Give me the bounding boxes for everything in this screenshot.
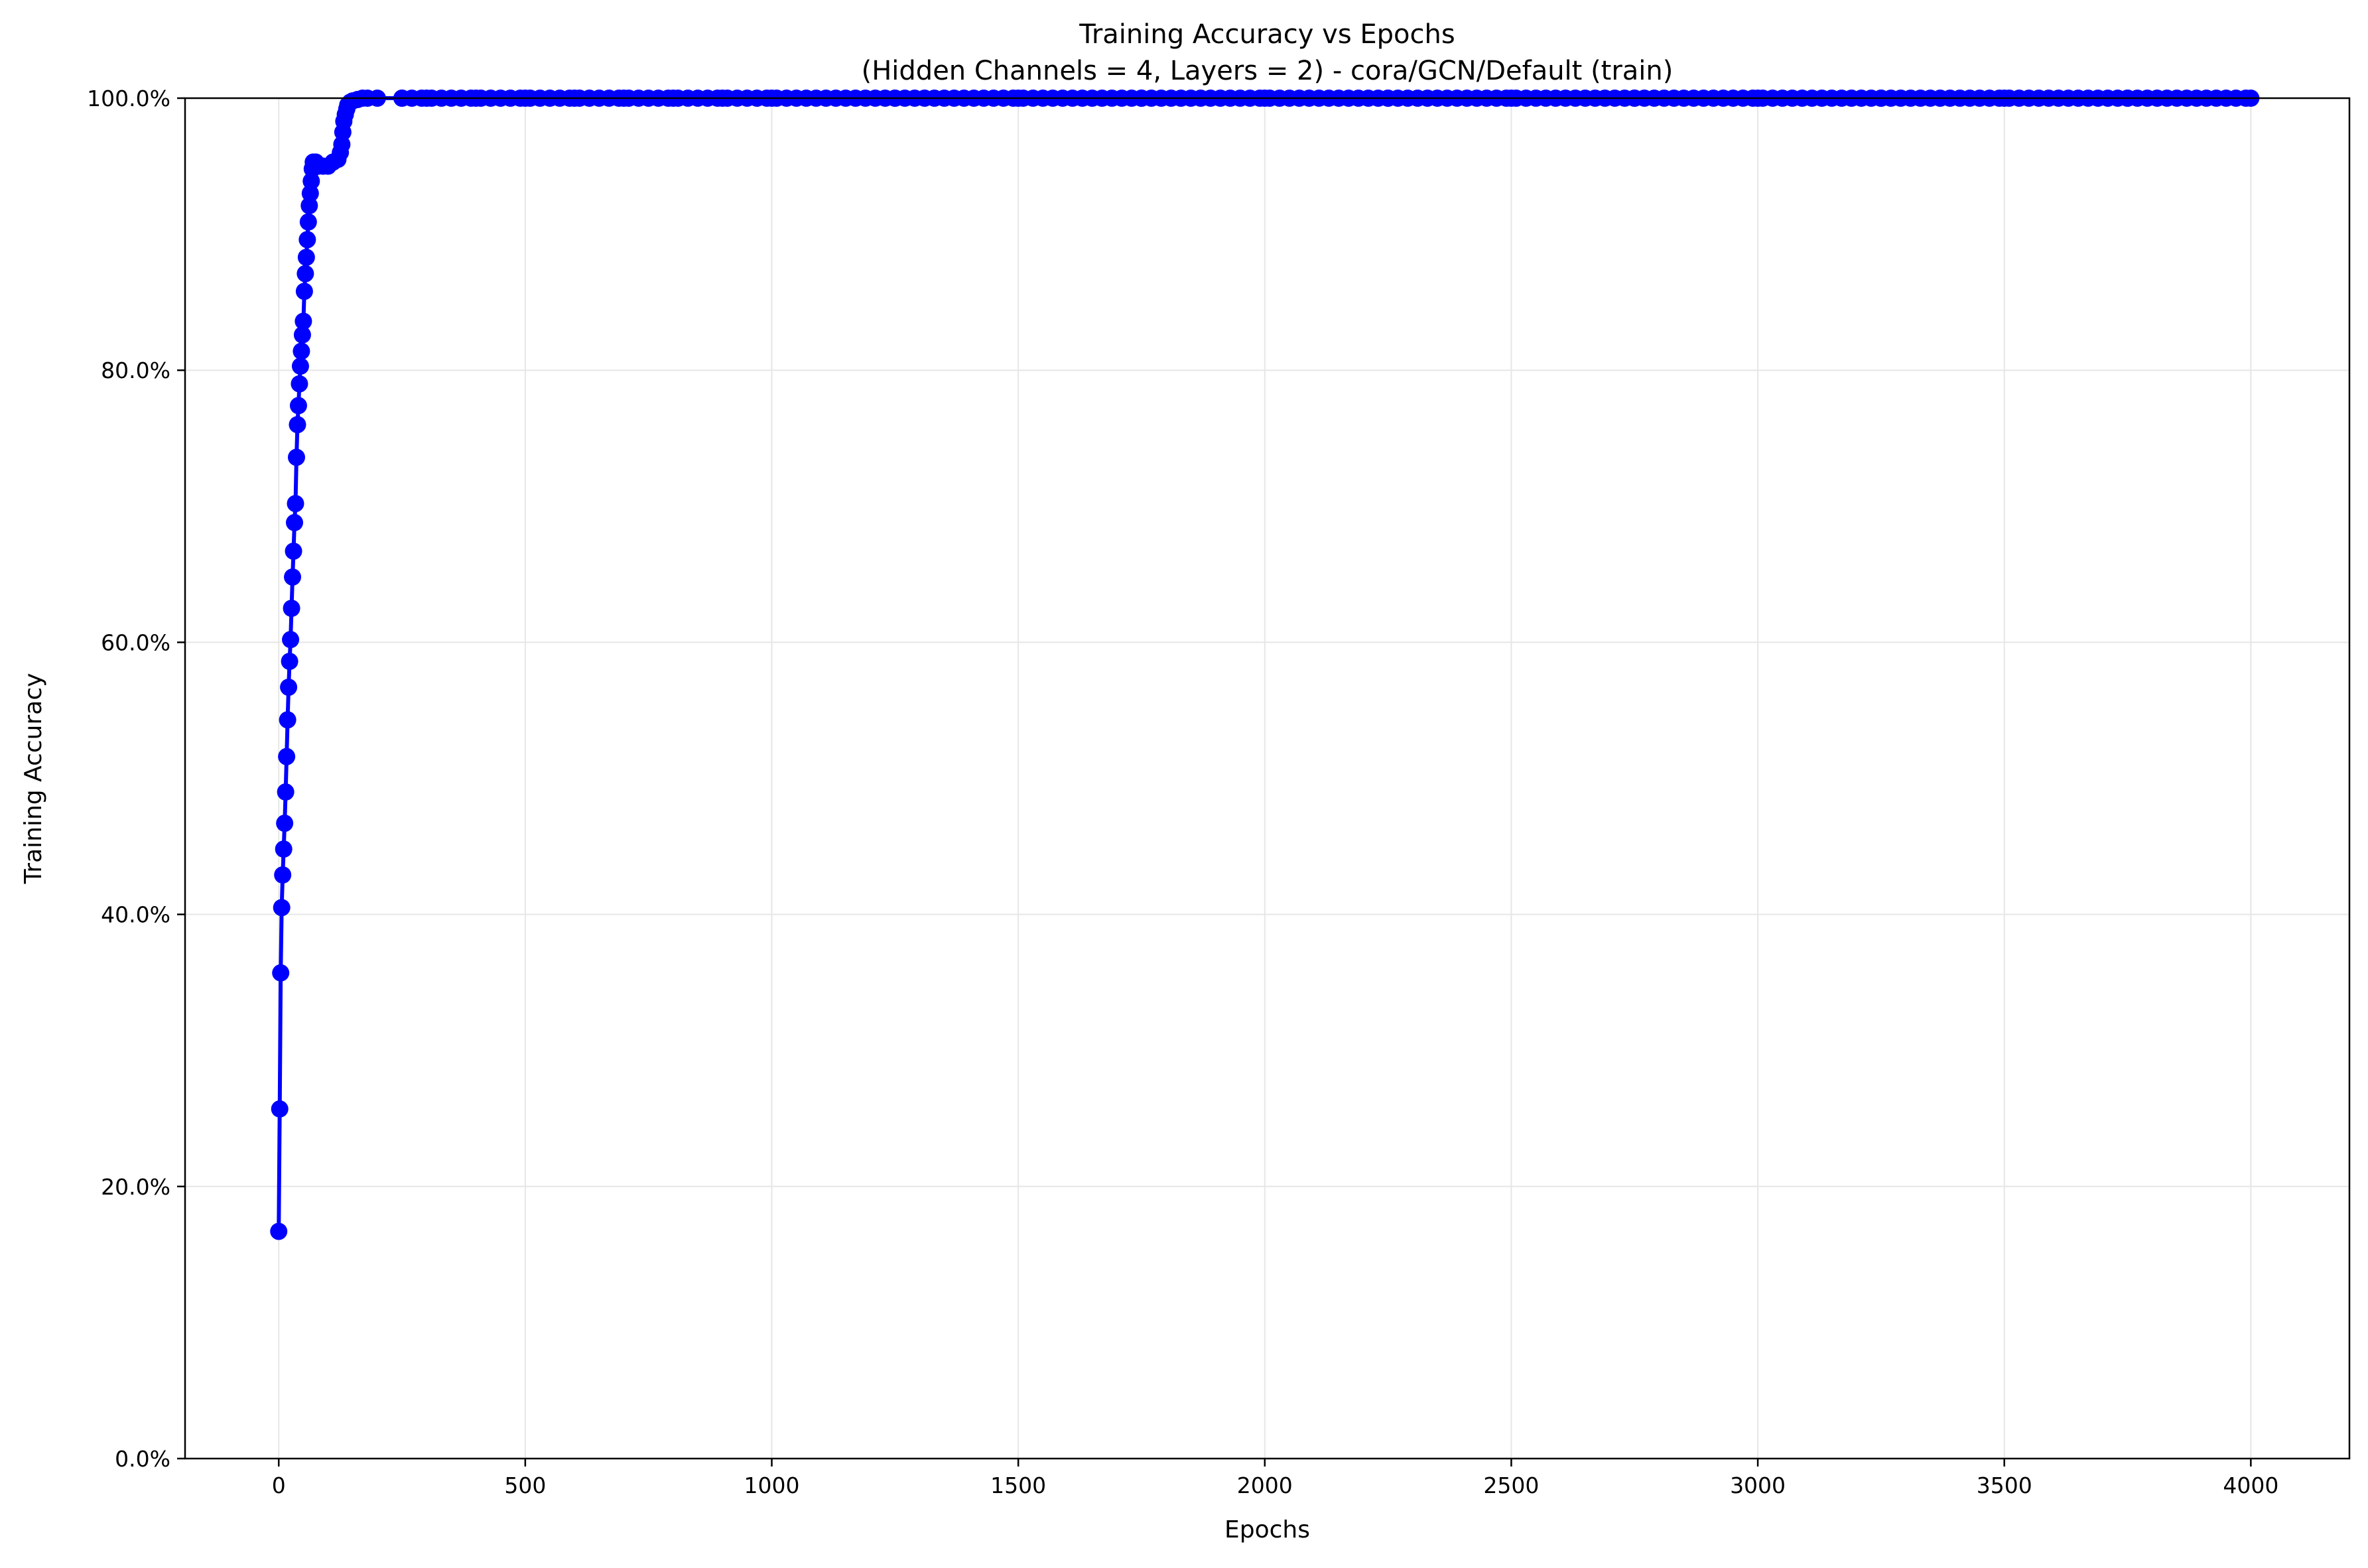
- data-point: [276, 815, 294, 832]
- data-point: [299, 213, 317, 231]
- data-point: [274, 866, 292, 884]
- data-point: [298, 231, 316, 249]
- x-tick-label: 3500: [1977, 1472, 2032, 1498]
- data-point: [270, 1222, 288, 1240]
- data-point: [289, 416, 306, 434]
- data-point: [291, 375, 308, 393]
- data-point: [293, 326, 311, 344]
- data-point: [286, 513, 304, 531]
- data-point: [280, 679, 298, 696]
- data-point: [271, 1100, 289, 1118]
- x-tick-label: 3000: [1730, 1472, 1786, 1498]
- x-tick-label: 1000: [744, 1472, 800, 1498]
- y-tick-label: 100.0%: [87, 86, 170, 111]
- y-tick-label: 40.0%: [101, 902, 170, 928]
- data-point: [295, 312, 312, 330]
- data-point: [296, 265, 314, 283]
- y-tick-label: 80.0%: [101, 358, 170, 383]
- data-point: [284, 568, 302, 586]
- data-point: [287, 495, 304, 513]
- grid-lines: [185, 98, 2349, 1459]
- data-point: [282, 631, 300, 649]
- y-tick-label: 20.0%: [101, 1174, 170, 1200]
- chart-subtitle: (Hidden Channels = 4, Layers = 2) - cora…: [862, 56, 1674, 86]
- data-point: [275, 840, 293, 858]
- x-tick-label: 2500: [1483, 1472, 1539, 1498]
- y-axis-label: Training Accuracy: [20, 673, 47, 885]
- data-point: [273, 899, 291, 917]
- x-axis-label: Epochs: [1224, 1516, 1310, 1543]
- chart-title: Training Accuracy vs Epochs: [1079, 19, 1455, 50]
- x-tick-label: 4000: [2223, 1472, 2278, 1498]
- x-tick-label: 1500: [990, 1472, 1046, 1498]
- x-tick-label: 0: [272, 1472, 286, 1498]
- data-point: [281, 653, 298, 671]
- x-tick-label: 500: [504, 1472, 546, 1498]
- data-point: [285, 542, 302, 560]
- data-point: [295, 283, 313, 300]
- axis-ticks: 0 500 1000 1500 2000 2500 3000 3500 4000 0.0% 20.0…: [87, 86, 2278, 1498]
- data-point: [272, 964, 290, 982]
- data-point: [289, 397, 307, 415]
- x-tick-label: 2000: [1237, 1472, 1293, 1498]
- y-tick-label: 60.0%: [101, 629, 170, 655]
- data-point: [291, 358, 309, 375]
- y-tick-label: 0.0%: [115, 1446, 170, 1472]
- data-point: [283, 600, 300, 618]
- data-point: [287, 448, 305, 466]
- plot-frame: [184, 97, 2351, 1460]
- data-point: [293, 342, 310, 360]
- data-point: [277, 783, 295, 801]
- data-point: [278, 748, 296, 765]
- data-point: [279, 711, 296, 729]
- data-point: [297, 248, 315, 266]
